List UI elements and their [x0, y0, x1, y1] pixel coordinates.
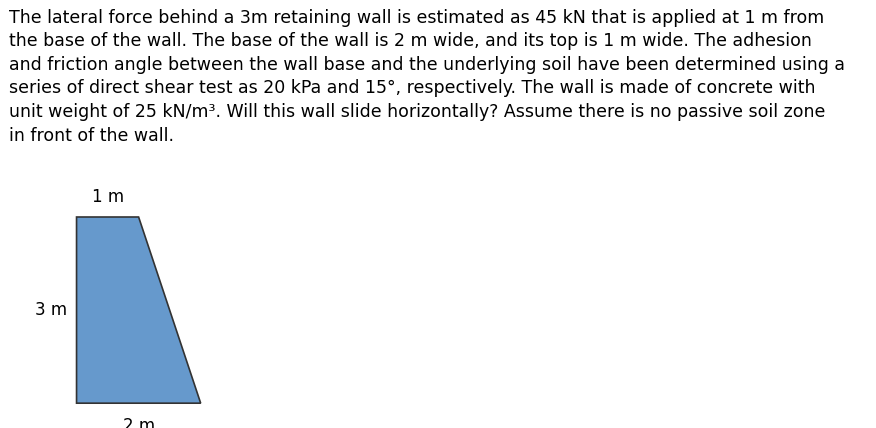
Text: 1 m: 1 m: [91, 188, 124, 206]
Text: 2 m: 2 m: [123, 417, 155, 428]
Polygon shape: [76, 217, 201, 403]
Text: The lateral force behind a 3m retaining wall is estimated as 45 kN that is appli: The lateral force behind a 3m retaining …: [9, 9, 844, 145]
Text: 3 m: 3 m: [35, 301, 67, 319]
